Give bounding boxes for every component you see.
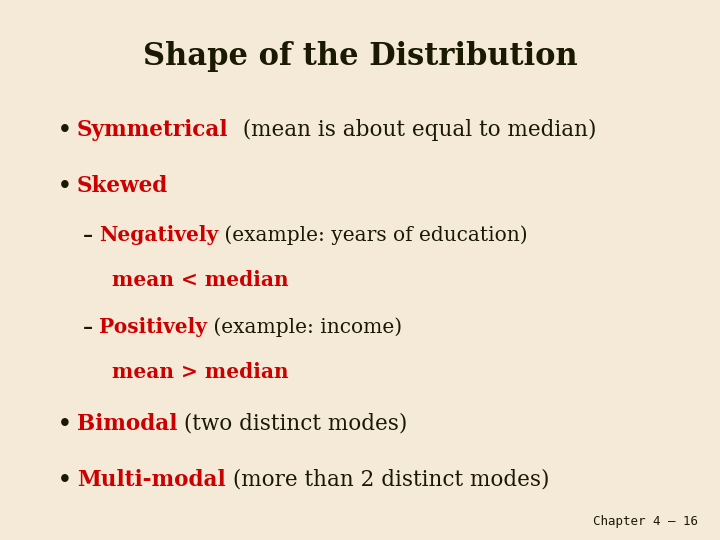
Text: Negatively: Negatively	[99, 225, 218, 245]
Text: Shape of the Distribution: Shape of the Distribution	[143, 40, 577, 71]
Text: Chapter 4 – 16: Chapter 4 – 16	[593, 515, 698, 528]
Text: (example: years of education): (example: years of education)	[218, 225, 528, 245]
Text: Symmetrical: Symmetrical	[77, 119, 229, 140]
Text: Positively: Positively	[99, 316, 207, 337]
Text: •: •	[58, 469, 71, 490]
Text: mean > median: mean > median	[112, 361, 288, 382]
Text: (more than 2 distinct modes): (more than 2 distinct modes)	[226, 469, 549, 490]
Text: •: •	[58, 119, 71, 140]
Text: •: •	[58, 413, 71, 435]
Text: (mean is about equal to median): (mean is about equal to median)	[229, 119, 596, 140]
Text: –: –	[83, 225, 93, 245]
Text: (example: income): (example: income)	[207, 317, 402, 336]
Text: mean < median: mean < median	[112, 269, 288, 290]
Text: Bimodal: Bimodal	[77, 413, 178, 435]
Text: (two distinct modes): (two distinct modes)	[178, 413, 408, 435]
Text: Multi-modal: Multi-modal	[77, 469, 226, 490]
Text: Skewed: Skewed	[77, 176, 168, 197]
Text: •: •	[58, 176, 71, 197]
Text: –: –	[83, 316, 93, 337]
